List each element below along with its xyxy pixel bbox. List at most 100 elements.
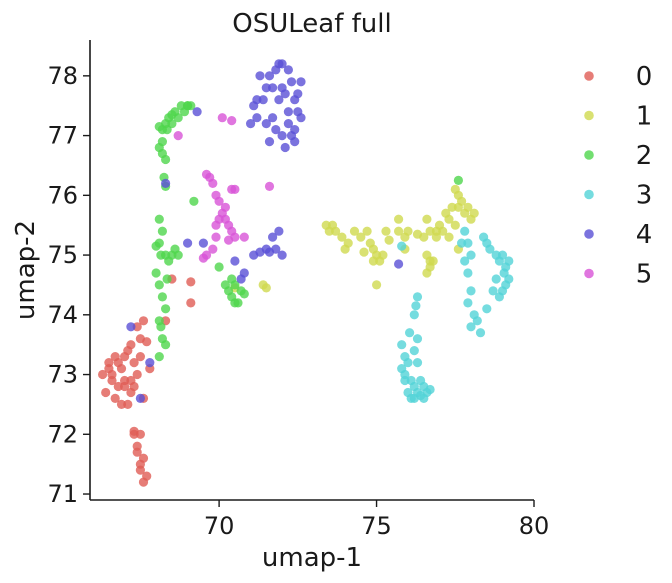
data-point (372, 280, 382, 290)
data-point (198, 253, 208, 263)
data-point (397, 364, 407, 374)
legend-label: 4 (636, 220, 653, 250)
data-point (400, 375, 410, 386)
data-point (154, 122, 164, 132)
legend-marker (584, 268, 594, 279)
data-point (491, 250, 501, 260)
data-point (409, 310, 419, 320)
data-point (274, 226, 284, 236)
data-point (444, 214, 454, 224)
data-point (450, 184, 460, 194)
data-point (403, 358, 413, 368)
data-point (501, 280, 511, 290)
data-point (157, 292, 167, 302)
data-point (186, 298, 196, 308)
data-point (154, 280, 164, 290)
data-point (394, 259, 404, 269)
data-point (173, 131, 183, 141)
data-point (431, 226, 441, 236)
data-point (463, 268, 473, 278)
data-point (403, 226, 413, 236)
data-point (283, 107, 293, 117)
data-point (349, 226, 360, 236)
data-point (239, 289, 249, 299)
data-point (428, 256, 438, 266)
data-point (220, 202, 230, 212)
y-tick-label: 74 (47, 301, 78, 329)
data-point (472, 316, 482, 326)
data-point (453, 175, 463, 185)
data-point (110, 393, 120, 403)
data-point (138, 316, 149, 326)
legend-marker (584, 110, 594, 121)
data-point (264, 137, 275, 147)
series-4 (126, 59, 404, 403)
data-point (255, 71, 265, 81)
data-point (381, 226, 391, 236)
data-point (239, 232, 249, 242)
data-point (246, 119, 256, 129)
data-point (120, 352, 130, 362)
data-point (107, 369, 117, 380)
legend-marker (584, 189, 594, 200)
data-point (397, 241, 407, 251)
data-point (488, 286, 498, 296)
data-point (264, 247, 275, 257)
y-tick-label: 77 (47, 122, 78, 150)
data-point (192, 107, 202, 117)
x-tick-label: 80 (519, 512, 550, 540)
data-point (132, 447, 142, 457)
data-point (425, 384, 435, 395)
points-layer (98, 59, 514, 487)
data-point (394, 214, 404, 224)
data-point (258, 95, 268, 105)
data-point (466, 286, 476, 296)
data-point (406, 393, 416, 403)
data-point (162, 274, 172, 284)
data-point (113, 358, 123, 368)
data-point (466, 250, 476, 260)
data-point (120, 381, 130, 392)
data-point (161, 304, 171, 314)
data-point (167, 110, 177, 120)
y-tick-label: 72 (47, 420, 78, 448)
data-point (154, 352, 164, 362)
data-point (271, 125, 281, 135)
x-tick-label: 75 (361, 512, 392, 540)
data-point (277, 131, 287, 141)
data-point (161, 250, 171, 260)
data-point (447, 202, 457, 212)
data-point (261, 283, 271, 293)
data-point (113, 381, 123, 392)
data-point (161, 178, 171, 188)
data-point (494, 292, 504, 302)
data-point (129, 358, 139, 368)
y-tick-label: 71 (47, 480, 78, 508)
data-point (411, 301, 421, 311)
data-point (274, 95, 284, 105)
data-point (394, 226, 404, 236)
data-point (123, 399, 133, 409)
legend-label: 3 (636, 181, 653, 211)
x-ticks: 70 75 80 (204, 500, 549, 540)
data-point (98, 369, 108, 380)
data-point (151, 268, 161, 278)
data-point (261, 83, 271, 93)
data-point (296, 113, 306, 123)
data-point (327, 220, 338, 230)
data-point (425, 226, 435, 236)
x-tick-label: 70 (204, 512, 235, 540)
data-point (230, 184, 240, 194)
series-5 (173, 113, 275, 263)
legend-item: 5 (584, 260, 652, 290)
data-point (378, 250, 388, 260)
data-point (397, 340, 407, 350)
data-point (252, 95, 262, 105)
series-2 (151, 101, 463, 362)
data-point (138, 477, 149, 487)
data-point (482, 238, 492, 248)
data-point (211, 220, 221, 230)
data-point (101, 387, 111, 398)
data-point (268, 83, 278, 93)
